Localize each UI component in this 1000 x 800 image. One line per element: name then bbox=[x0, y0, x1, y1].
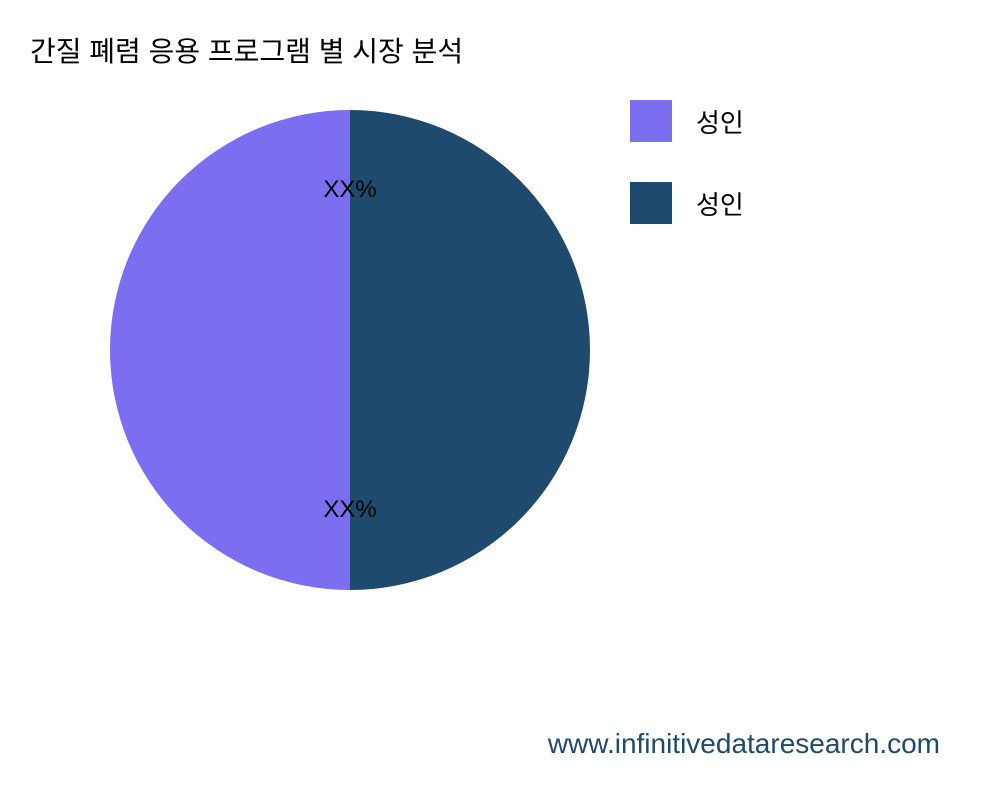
slice-label-0: XX% bbox=[323, 176, 376, 204]
legend-item-0: 성인 bbox=[630, 100, 744, 142]
pie-chart: XX% XX% bbox=[110, 110, 590, 590]
legend-label-1: 성인 bbox=[696, 185, 744, 222]
legend: 성인 성인 bbox=[630, 100, 744, 264]
legend-item-1: 성인 bbox=[630, 182, 744, 224]
legend-label-0: 성인 bbox=[696, 103, 744, 140]
slice-label-1: XX% bbox=[323, 496, 376, 524]
chart-title: 간질 폐렴 응용 프로그램 별 시장 분석 bbox=[30, 30, 463, 70]
pie-slice bbox=[110, 110, 350, 590]
legend-swatch-0 bbox=[630, 100, 672, 142]
pie-slice bbox=[350, 110, 590, 590]
footer-url: www.infinitivedataresearch.com bbox=[548, 728, 940, 760]
legend-swatch-1 bbox=[630, 182, 672, 224]
